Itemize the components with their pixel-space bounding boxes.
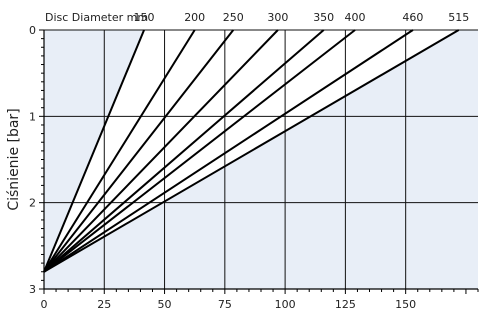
series-line-300 [43, 29, 279, 273]
series-line-350 [43, 29, 325, 273]
series-label-400: 400 [345, 11, 366, 24]
axes: 0 25 50 75 100 125 150 0 1 2 3 [29, 24, 479, 311]
top-axis-label: Disc Diameter mm [45, 11, 148, 24]
series-line-200 [43, 29, 196, 273]
y-axis-label: Ciśnienie [bar] [6, 108, 22, 210]
series-label-350: 350 [313, 11, 334, 24]
x-tick-label: 100 [275, 298, 296, 311]
y-tick-label: 0 [29, 24, 36, 37]
plot-background [44, 30, 478, 289]
x-tick-label: 0 [41, 298, 48, 311]
series-line-460 [43, 29, 414, 273]
x-tick-label: 125 [335, 298, 356, 311]
series-label-200: 200 [184, 11, 205, 24]
series-label-250: 250 [223, 11, 244, 24]
x-tick-label: 50 [158, 298, 172, 311]
x-tick-label: 25 [97, 298, 111, 311]
y-tick-label: 2 [29, 197, 36, 210]
series-lines [43, 29, 460, 273]
series-label-460: 460 [402, 11, 423, 24]
series-line-250 [43, 29, 235, 273]
series-line-515 [43, 29, 460, 273]
series-label-300: 300 [267, 11, 288, 24]
series-label-150: 150 [134, 11, 155, 24]
y-tick-label: 3 [29, 283, 36, 296]
y-tick-label: 1 [29, 110, 36, 123]
x-tick-label: 150 [395, 298, 416, 311]
series-line-150 [43, 29, 145, 273]
series-line-400 [43, 29, 356, 273]
series-label-515: 515 [448, 11, 469, 24]
x-tick-label: 75 [218, 298, 232, 311]
axis-labels: Disc Diameter mm Ciśnienie [bar] 150 200 2… [6, 11, 469, 211]
